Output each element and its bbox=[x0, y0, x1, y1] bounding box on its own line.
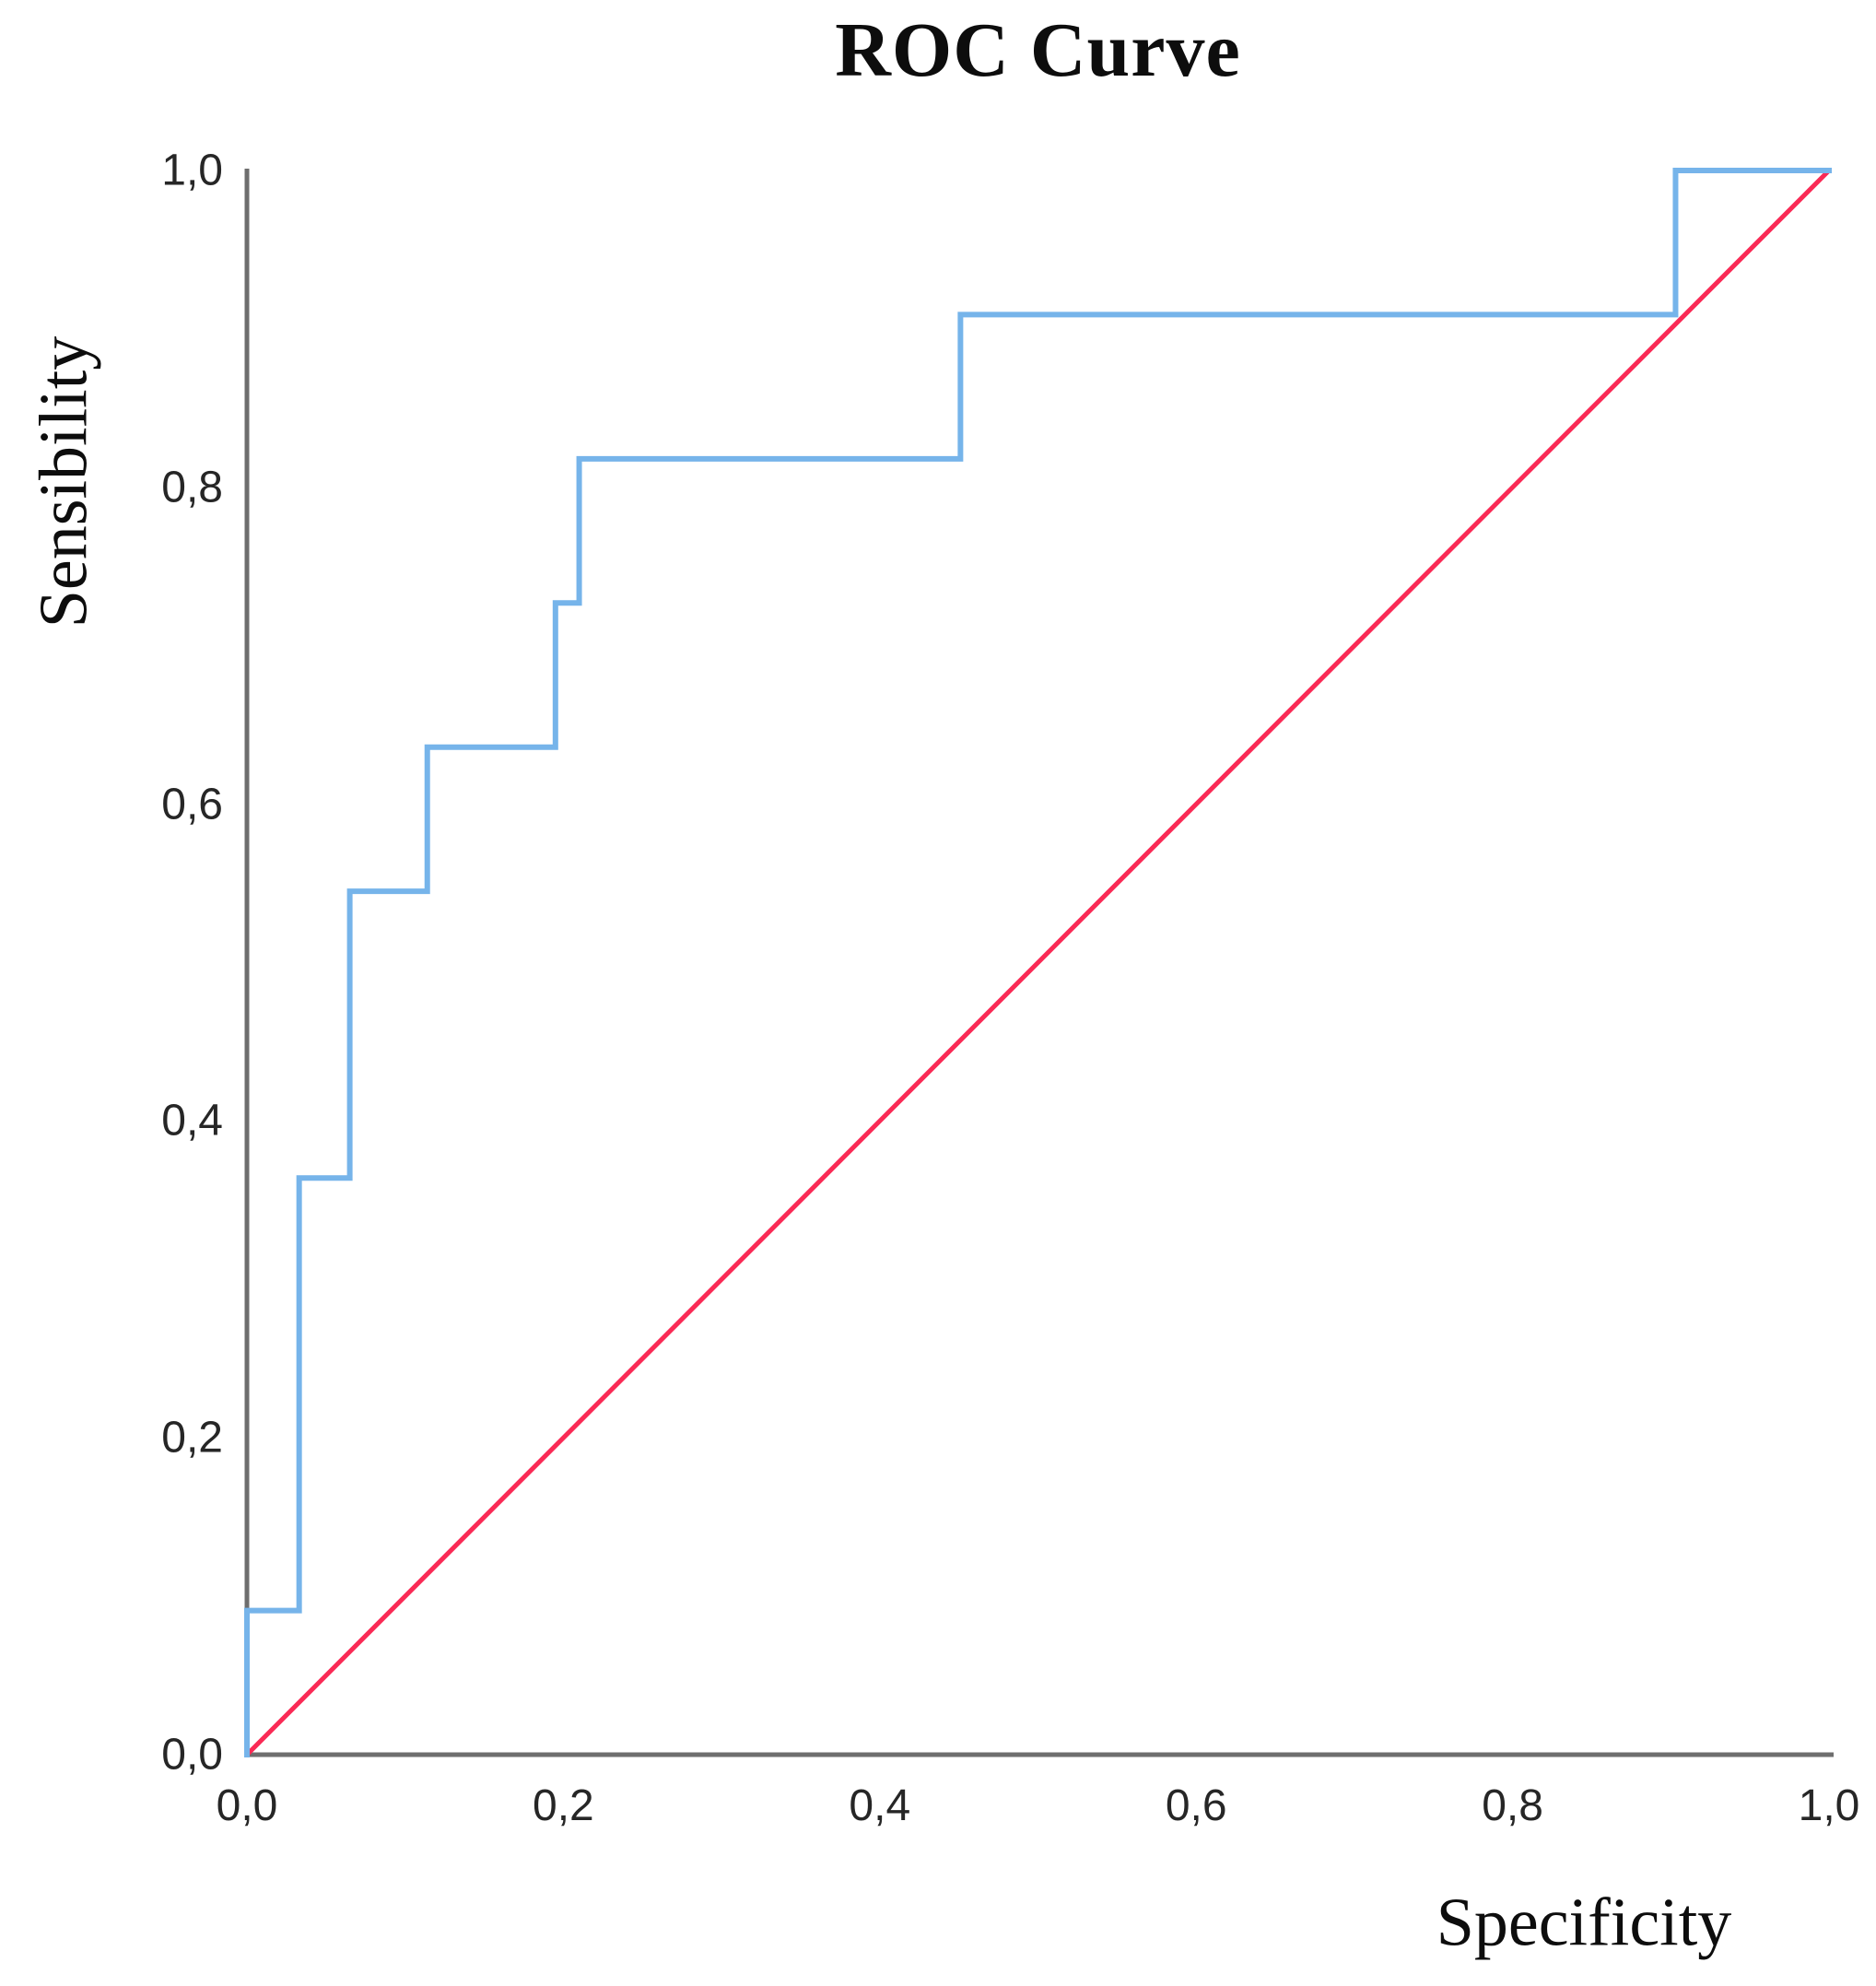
y-tick-label: 1,0 bbox=[161, 146, 223, 195]
x-tick-label: 0,0 bbox=[216, 1781, 278, 1830]
y-tick-label: 0,2 bbox=[161, 1413, 223, 1463]
x-tick-label: 0,6 bbox=[1165, 1781, 1227, 1830]
y-tick-label: 0,8 bbox=[161, 463, 223, 512]
x-tick-label: 0,4 bbox=[849, 1781, 911, 1830]
x-tick-label: 1,0 bbox=[1798, 1781, 1860, 1830]
x-axis-title: Specificity bbox=[1436, 1885, 1732, 1961]
reference-diagonal-line bbox=[244, 168, 1832, 1757]
x-tick-label: 0,8 bbox=[1482, 1781, 1543, 1830]
y-tick-label: 0,0 bbox=[161, 1730, 223, 1780]
roc-curve-line bbox=[244, 168, 1832, 1757]
x-tick-label: 0,2 bbox=[533, 1781, 594, 1830]
chart-title: ROC Curve bbox=[835, 7, 1241, 93]
y-tick-label: 0,4 bbox=[161, 1096, 223, 1146]
y-tick-label: 0,6 bbox=[161, 780, 223, 829]
